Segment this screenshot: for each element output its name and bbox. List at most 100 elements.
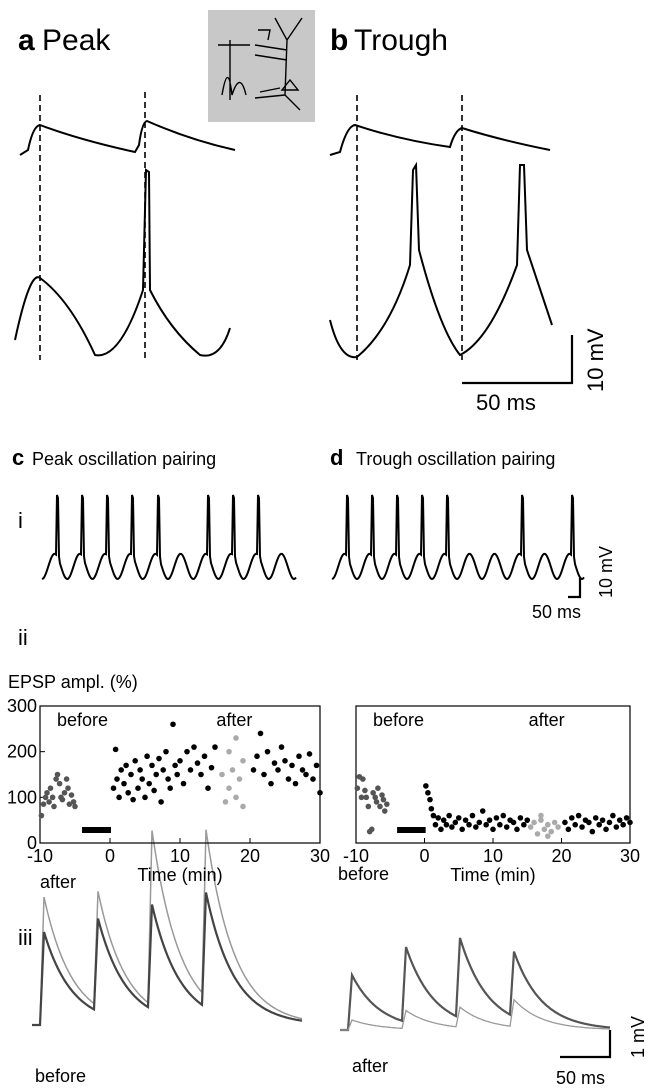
- data-point: [139, 776, 145, 782]
- data-point: [174, 771, 180, 778]
- y-tick-label: 100: [7, 787, 37, 807]
- data-point: [130, 796, 136, 803]
- data-point: [524, 817, 531, 823]
- data-point: [118, 767, 124, 773]
- data-point: [534, 831, 541, 837]
- data-point: [538, 817, 544, 823]
- data-point: [187, 767, 194, 773]
- data-point: [299, 767, 306, 773]
- data-point: [229, 767, 236, 773]
- data-point: [572, 821, 578, 828]
- data-point: [606, 819, 613, 826]
- epsp-trace: [32, 892, 303, 1027]
- data-point: [268, 780, 274, 787]
- data-point: [184, 748, 190, 755]
- data-point: [362, 787, 368, 794]
- x-tick-label: 20: [240, 846, 260, 866]
- data-point: [61, 789, 68, 796]
- data-point: [428, 805, 435, 812]
- data-point: [222, 799, 229, 805]
- x-tick-label: 0: [105, 846, 115, 866]
- data-point: [163, 748, 169, 755]
- scale-bar: [568, 578, 582, 599]
- data-point: [493, 815, 500, 821]
- data-point: [116, 794, 122, 801]
- data-point: [562, 819, 568, 826]
- x-tick-label: 30: [620, 846, 640, 866]
- x-tick-label: 0: [419, 846, 429, 866]
- scale-bar: [560, 1030, 612, 1059]
- data-point: [233, 794, 239, 801]
- x-tick-label: -10: [27, 846, 53, 866]
- data-point: [160, 767, 166, 773]
- annotation: before: [57, 710, 108, 730]
- data-point: [370, 789, 376, 796]
- data-point: [144, 753, 150, 760]
- data-point: [435, 815, 442, 821]
- data-point: [142, 794, 148, 801]
- sub-label: ii: [18, 625, 28, 650]
- sub-label: iii: [18, 925, 33, 950]
- data-point: [620, 821, 626, 828]
- data-point: [112, 746, 119, 753]
- data-point: [427, 796, 433, 803]
- trace-label: before: [338, 864, 389, 884]
- data-point: [438, 826, 444, 833]
- data-point: [449, 824, 455, 830]
- panel-letter: b: [330, 24, 348, 57]
- data-point: [44, 789, 50, 796]
- data-point: [257, 730, 264, 737]
- data-point: [599, 817, 606, 823]
- scale-voltage: 10 mV: [583, 328, 608, 392]
- panel-letter: a: [18, 24, 35, 57]
- data-point: [236, 776, 243, 782]
- data-point: [446, 812, 452, 819]
- x-tick-label: 10: [170, 846, 190, 866]
- data-point: [510, 819, 517, 826]
- data-point: [114, 776, 120, 782]
- data-point: [527, 824, 534, 830]
- scale-time: 50 ms: [532, 602, 581, 622]
- data-point: [531, 819, 537, 826]
- data-point: [254, 753, 260, 760]
- data-point: [59, 796, 66, 803]
- data-point: [226, 748, 232, 755]
- data-point: [455, 815, 462, 821]
- data-point: [151, 787, 157, 794]
- data-point: [201, 753, 208, 760]
- scale-voltage: 1 mV: [628, 1016, 648, 1058]
- data-point: [70, 799, 77, 805]
- data-point: [368, 826, 375, 833]
- trace-label: after: [40, 872, 76, 892]
- data-point: [40, 801, 47, 807]
- data-point: [49, 794, 56, 801]
- data-point: [377, 803, 383, 810]
- oscillation-trace: [41, 494, 297, 581]
- traces-ab: [14, 92, 574, 385]
- data-point: [476, 819, 483, 826]
- data-point: [432, 821, 439, 828]
- data-point: [363, 794, 370, 801]
- epsp-trace: [32, 829, 303, 1026]
- panel-title: Trough: [354, 24, 448, 57]
- scale-voltage: 10 mV: [596, 546, 616, 598]
- data-point: [51, 803, 57, 810]
- data-point: [172, 762, 178, 769]
- data-point: [167, 785, 173, 791]
- data-point: [354, 785, 361, 791]
- data-point: [610, 812, 616, 819]
- x-tick-label: -10: [343, 846, 369, 866]
- data-point: [110, 785, 117, 791]
- data-point: [65, 785, 71, 791]
- scale-time: 50 ms: [556, 1068, 605, 1088]
- data-point: [177, 758, 183, 764]
- data-point: [261, 771, 267, 778]
- data-point: [191, 744, 197, 750]
- data-point: [219, 771, 225, 778]
- data-point: [545, 833, 551, 839]
- panel-title: Peak oscillation pairing: [32, 449, 216, 469]
- data-point: [180, 780, 187, 787]
- annotation: after: [216, 710, 252, 730]
- data-point: [490, 826, 496, 833]
